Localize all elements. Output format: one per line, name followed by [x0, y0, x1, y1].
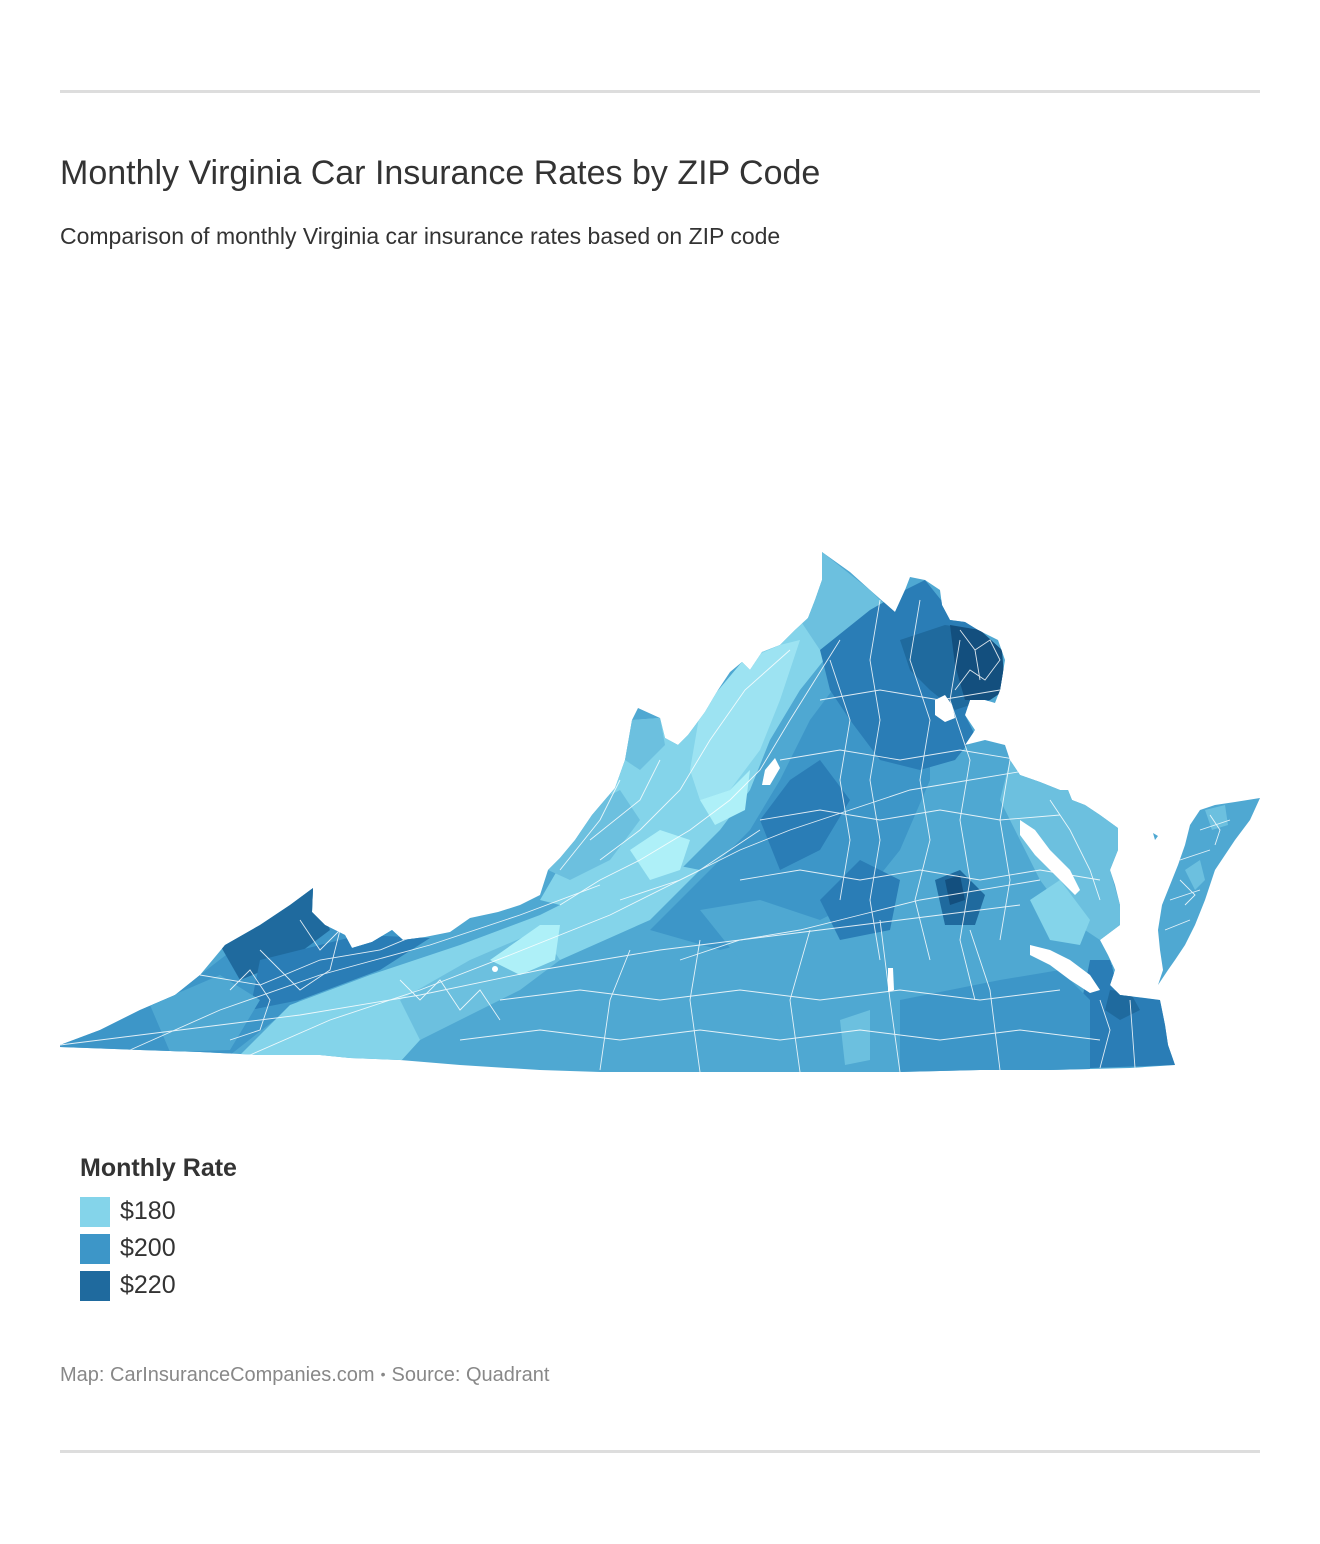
top-divider: [60, 90, 1260, 93]
legend-label: $220: [120, 1271, 176, 1299]
separator-dot: •: [380, 1366, 386, 1382]
legend-label: $200: [120, 1234, 176, 1262]
bottom-divider: [60, 1450, 1260, 1453]
page-subtitle: Comparison of monthly Virginia car insur…: [60, 223, 781, 249]
legend-item-200: $200: [80, 1230, 237, 1267]
legend-swatch-200: [80, 1233, 110, 1264]
legend-title: Monthly Rate: [80, 1154, 237, 1182]
legend-item-180: $180: [80, 1193, 237, 1230]
eastern-shore-zip-regions: [1158, 798, 1260, 985]
virginia-zip-choropleth-map: [60, 552, 1260, 1072]
legend: Monthly Rate $180 $200 $220: [80, 1154, 237, 1304]
map-credit: Map: CarInsuranceCompanies.com: [60, 1364, 375, 1386]
legend-label: $180: [120, 1197, 176, 1225]
mainland-zip-regions: [60, 552, 1175, 1072]
page-title: Monthly Virginia Car Insurance Rates by …: [60, 154, 821, 192]
legend-swatch-180: [80, 1196, 110, 1227]
legend-swatch-220: [80, 1270, 110, 1301]
map-footer: Map: CarInsuranceCompanies.com • Source: Q…: [60, 1364, 549, 1387]
source-credit: Source: Quadrant: [391, 1364, 550, 1386]
legend-item-220: $220: [80, 1267, 237, 1304]
